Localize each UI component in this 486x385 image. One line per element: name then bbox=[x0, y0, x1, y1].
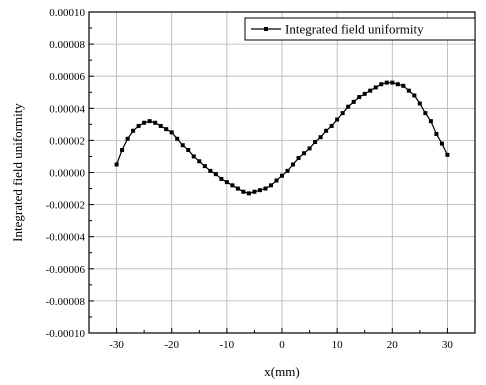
grid-lines bbox=[89, 11, 475, 334]
y-tick-label: 0.00004 bbox=[49, 103, 85, 115]
data-point bbox=[263, 186, 268, 191]
x-tick-label: -10 bbox=[220, 339, 235, 351]
data-point bbox=[390, 80, 395, 85]
x-tick-label: 30 bbox=[442, 339, 454, 351]
y-axis-label: Integrated field uniformity bbox=[10, 103, 25, 242]
series-group bbox=[114, 80, 450, 196]
data-point bbox=[235, 186, 240, 191]
data-point bbox=[401, 83, 406, 88]
x-tick-label: 20 bbox=[387, 339, 399, 351]
data-point bbox=[280, 173, 284, 178]
data-point bbox=[197, 159, 202, 164]
data-point bbox=[114, 162, 119, 167]
y-tick-label: 0.00006 bbox=[49, 71, 85, 83]
data-point bbox=[368, 88, 373, 93]
data-point bbox=[340, 111, 345, 116]
data-point bbox=[191, 154, 196, 159]
legend-label: Integrated field uniformity bbox=[285, 22, 424, 37]
data-point bbox=[213, 172, 218, 177]
data-point bbox=[252, 189, 257, 194]
x-axis-label: x(mm) bbox=[264, 364, 299, 379]
data-point bbox=[224, 180, 229, 185]
data-point bbox=[406, 88, 411, 93]
data-point bbox=[241, 189, 246, 194]
data-point bbox=[142, 120, 147, 125]
data-point bbox=[208, 168, 213, 173]
data-point bbox=[230, 183, 235, 188]
data-point bbox=[335, 117, 340, 122]
y-tick-label: -0.00006 bbox=[46, 264, 86, 276]
data-point bbox=[120, 148, 125, 153]
legend-marker bbox=[264, 27, 268, 31]
y-tick-label: 0.00008 bbox=[49, 39, 85, 51]
data-point bbox=[257, 188, 262, 193]
data-point bbox=[373, 85, 378, 90]
data-point bbox=[136, 123, 141, 128]
data-point bbox=[445, 152, 450, 157]
plot-frame bbox=[88, 11, 476, 334]
y-tick-label: 0.00010 bbox=[49, 7, 85, 19]
x-tick-label: 10 bbox=[332, 339, 344, 351]
data-point bbox=[346, 104, 351, 109]
data-point bbox=[324, 128, 329, 133]
data-point bbox=[246, 191, 251, 196]
data-point bbox=[357, 95, 362, 100]
y-axis-ticks: -0.00010 -0.00008 -0.00006 -0.00004 -0.00002… bbox=[46, 7, 94, 340]
data-point bbox=[186, 148, 191, 153]
data-point bbox=[307, 146, 312, 151]
y-tick-label: -0.00002 bbox=[46, 200, 85, 212]
y-tick-label: -0.00004 bbox=[46, 232, 86, 244]
data-point bbox=[125, 136, 130, 141]
data-point bbox=[302, 151, 307, 156]
data-point bbox=[180, 143, 185, 148]
x-tick-label: 0 bbox=[279, 339, 285, 351]
data-point bbox=[274, 178, 279, 183]
data-point bbox=[395, 82, 400, 87]
data-point bbox=[412, 93, 417, 98]
data-point bbox=[285, 168, 290, 173]
legend: Integrated field uniformity bbox=[244, 17, 476, 41]
y-tick-label: 0.00002 bbox=[49, 135, 85, 147]
data-point bbox=[439, 141, 444, 146]
legend-box bbox=[244, 17, 476, 41]
x-tick-label: -30 bbox=[109, 339, 124, 351]
data-point bbox=[384, 80, 389, 85]
data-point bbox=[362, 91, 367, 96]
data-point bbox=[147, 119, 152, 124]
y-tick-label: -0.00010 bbox=[46, 328, 86, 340]
data-point bbox=[318, 135, 323, 140]
data-point bbox=[434, 131, 439, 136]
data-point bbox=[379, 82, 384, 87]
data-point bbox=[175, 136, 180, 141]
data-point bbox=[169, 130, 174, 135]
data-point bbox=[164, 127, 169, 132]
y-tick-label: -0.00008 bbox=[46, 296, 86, 308]
data-point bbox=[423, 111, 428, 116]
data-point bbox=[428, 119, 433, 124]
x-axis-ticks: -30 -20 -10 0 10 20 30 bbox=[88, 328, 476, 351]
x-tick-label: -20 bbox=[164, 339, 179, 351]
data-point bbox=[219, 176, 224, 181]
data-point bbox=[313, 140, 318, 145]
data-point bbox=[351, 99, 356, 104]
data-point bbox=[202, 164, 207, 169]
data-point bbox=[296, 156, 301, 161]
data-point bbox=[268, 183, 273, 188]
data-point bbox=[158, 123, 163, 128]
y-tick-label: 0.00000 bbox=[49, 168, 85, 180]
data-point bbox=[291, 162, 296, 167]
data-point bbox=[329, 123, 334, 128]
data-point bbox=[153, 120, 158, 125]
data-point bbox=[131, 128, 136, 133]
data-point bbox=[417, 101, 422, 106]
